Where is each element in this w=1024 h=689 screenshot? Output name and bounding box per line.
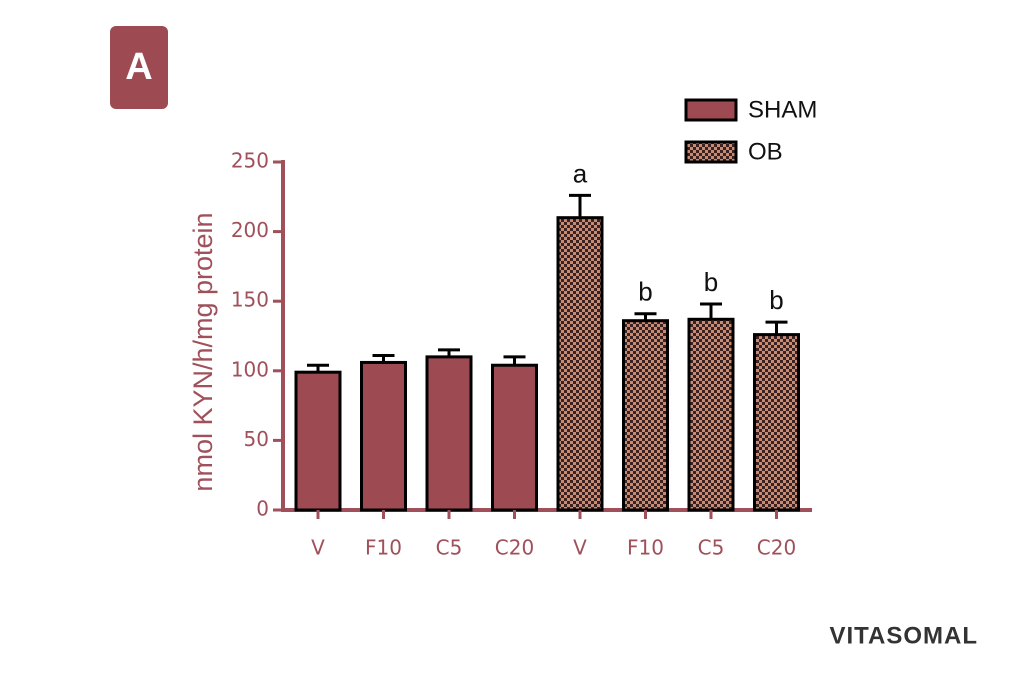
x-tick-label: F10 bbox=[627, 536, 664, 560]
significance-letter: a bbox=[573, 158, 588, 188]
y-tick-label: 150 bbox=[231, 288, 269, 312]
panel-badge bbox=[110, 26, 168, 109]
legend-label: OB bbox=[748, 138, 783, 165]
y-tick-label: 200 bbox=[231, 218, 269, 242]
significance-letter: b bbox=[704, 267, 718, 297]
y-tick-label: 100 bbox=[231, 357, 269, 381]
significance-letter: b bbox=[769, 285, 783, 315]
bar bbox=[753, 333, 800, 512]
bar bbox=[687, 317, 735, 512]
legend-label: SHAM bbox=[748, 96, 817, 123]
bar bbox=[360, 360, 407, 512]
x-tick-label: V bbox=[573, 536, 587, 560]
significance-letter: b bbox=[638, 277, 652, 307]
bar bbox=[556, 216, 604, 512]
y-tick-label: 50 bbox=[244, 427, 269, 451]
bar bbox=[294, 370, 342, 512]
bar bbox=[425, 355, 473, 512]
y-axis-label: nmol KYN/h/mg protein bbox=[188, 212, 218, 491]
legend-swatch bbox=[684, 98, 738, 122]
y-tick-label: 0 bbox=[256, 497, 269, 521]
panel-label: A bbox=[125, 46, 152, 88]
y-tick-label: 250 bbox=[231, 149, 269, 173]
x-tick-label: C20 bbox=[757, 536, 796, 560]
legend-swatch bbox=[684, 140, 738, 164]
watermark: VITASOMAL bbox=[829, 622, 978, 649]
x-tick-label: C5 bbox=[436, 536, 463, 560]
bar bbox=[622, 319, 669, 512]
x-tick-label: V bbox=[311, 536, 325, 560]
bar bbox=[491, 363, 538, 512]
x-tick-label: C20 bbox=[495, 536, 534, 560]
x-tick-label: F10 bbox=[365, 536, 402, 560]
x-tick-label: C5 bbox=[698, 536, 725, 560]
